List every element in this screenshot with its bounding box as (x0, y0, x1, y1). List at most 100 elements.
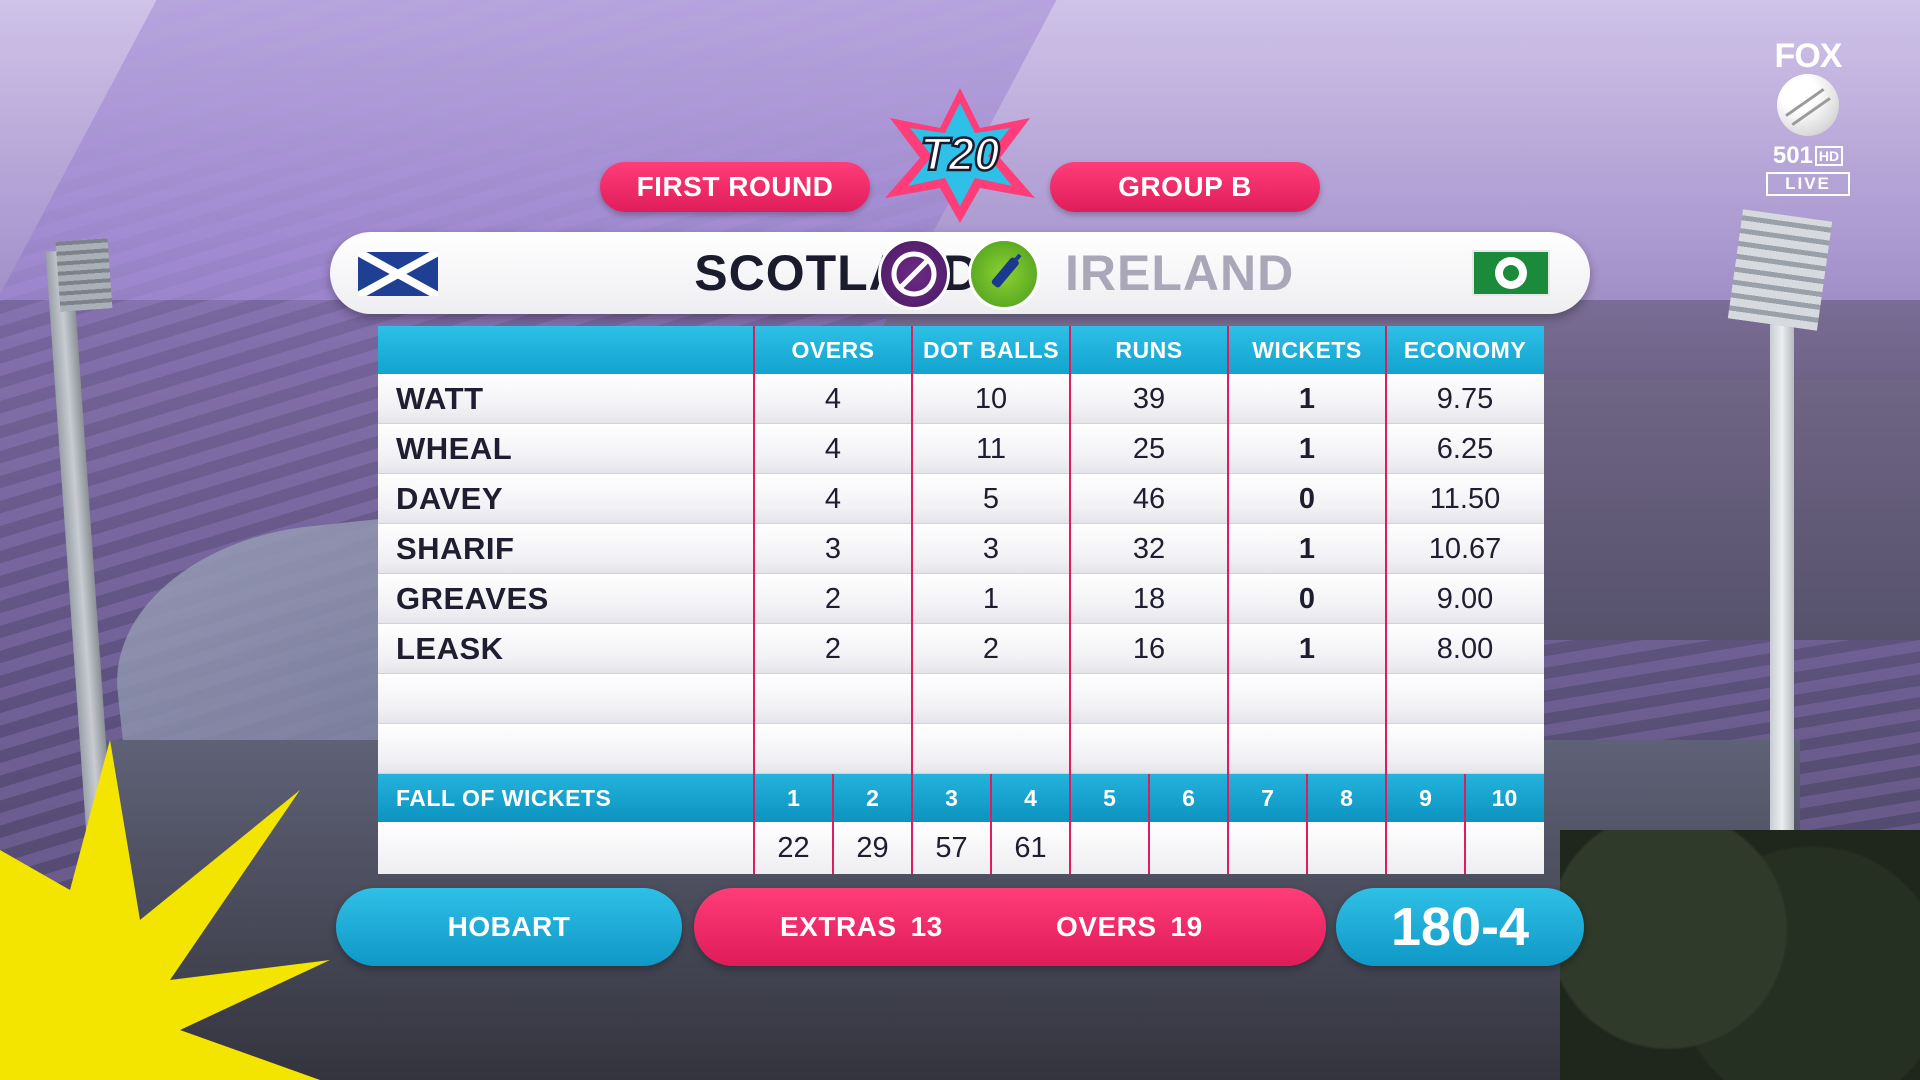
fow-divider (911, 774, 913, 874)
trees (1560, 830, 1920, 1080)
fow-score (1070, 822, 1149, 874)
bowler-name: WATT (396, 381, 484, 416)
group-pill: GROUP B (1050, 162, 1320, 212)
hd-badge: HD (1814, 146, 1844, 166)
bowler-dot-balls: 10 (974, 382, 1008, 415)
bowler-name (378, 674, 754, 724)
bowler-dot-balls: 2 (982, 632, 1000, 665)
total-score-pill: 180-4 (1336, 888, 1584, 966)
bowler-economy: 11.50 (1429, 482, 1501, 515)
bowling-scorecard: OVERS DOT BALLS RUNS WICKETS ECONOMY WAT… (378, 326, 1544, 874)
fow-divider (1464, 774, 1466, 874)
fow-score: 61 (1014, 831, 1047, 864)
fall-of-wickets-header: FALL OF WICKETS 1 2 3 4 5 6 7 8 9 10 (378, 774, 1544, 822)
bowler-economy: 9.00 (1436, 582, 1494, 615)
bowler-economy: 8.00 (1436, 632, 1494, 665)
bowler-row: SHARIF 3 3 32 1 10.67 (378, 524, 1544, 574)
bowler-wickets: 0 (1298, 482, 1316, 515)
bowler-name: SHARIF (396, 531, 515, 566)
round-pill: FIRST ROUND (600, 162, 870, 212)
fow-wicket-number: 8 (1340, 784, 1353, 811)
bowler-overs: 4 (824, 432, 842, 465)
bowler-wickets: 1 (1298, 632, 1316, 665)
fow-score (1228, 822, 1307, 874)
col-head-runs: RUNS (1115, 336, 1183, 363)
bowler-name: LEASK (396, 631, 504, 666)
scotland-flag-icon (358, 252, 438, 296)
bowler-wickets: 1 (1298, 532, 1316, 565)
fow-wicket-number: 7 (1261, 784, 1274, 811)
bowler-overs: 2 (824, 582, 842, 615)
home-team-bowling-icon (878, 238, 950, 310)
bowler-row: GREAVES 2 1 18 0 9.00 (378, 574, 1544, 624)
fow-wicket-number: 9 (1419, 784, 1432, 811)
col-head-name (378, 326, 754, 374)
yellow-burst-graphic (0, 740, 330, 1080)
scorecard-body: WATT 4 10 39 1 9.75 WHEAL 4 11 25 1 6.25… (378, 374, 1544, 774)
innings-summary-pill: EXTRAS 13 OVERS 19 (694, 888, 1326, 966)
bowler-overs: 2 (824, 632, 842, 665)
channel-number: 501 HD (1760, 142, 1856, 170)
column-divider (1227, 326, 1229, 774)
fow-divider (1069, 774, 1071, 874)
fow-wicket-number: 10 (1491, 784, 1518, 811)
col-head-wickets: WICKETS (1252, 336, 1362, 363)
cricket-ball-icon (1777, 74, 1839, 136)
cricket-ireland-emblem-icon (1495, 257, 1527, 289)
fow-wicket-number: 2 (866, 784, 879, 811)
fow-divider (1385, 774, 1387, 874)
fow-wicket-number: 5 (1103, 784, 1116, 811)
fow-wicket-number: 3 (945, 784, 958, 811)
col-head-dot-balls: DOT BALLS (922, 336, 1060, 363)
bowler-runs: 25 (1132, 432, 1166, 465)
extras-summary: EXTRAS 13 (780, 888, 943, 966)
bowler-economy: 10.67 (1428, 532, 1502, 565)
fow-score: 22 (777, 831, 810, 864)
t20-tournament-logo: T20 (885, 88, 1035, 223)
live-badge: LIVE (1766, 172, 1850, 196)
bowler-wickets: 1 (1298, 432, 1316, 465)
overs-label: OVERS (1056, 911, 1157, 942)
bowler-row: WHEAL 4 11 25 1 6.25 (378, 424, 1544, 474)
bowler-runs: 46 (1132, 482, 1166, 515)
bowler-name (378, 724, 754, 774)
fow-wicket-number: 6 (1182, 784, 1195, 811)
floodlight-head-left (55, 238, 113, 312)
extras-label: EXTRAS (780, 911, 897, 942)
t20-logo-text: T20 (920, 128, 1000, 180)
venue-pill: HOBART (336, 888, 682, 966)
overs-summary: OVERS 19 (1056, 888, 1203, 966)
bowler-row: LEASK 2 2 16 1 8.00 (378, 624, 1544, 674)
bowler-row-empty (378, 674, 1544, 724)
fow-score (1307, 822, 1386, 874)
fow-divider (1227, 774, 1229, 874)
bowler-wickets: 0 (1298, 582, 1316, 615)
teams-bar: SCOTLAND IRELAND (330, 232, 1590, 314)
bowler-row-empty (378, 724, 1544, 774)
bowler-runs: 39 (1132, 382, 1166, 415)
fow-score (1149, 822, 1228, 874)
extras-value: 13 (910, 911, 943, 942)
away-team-name: IRELAND (1065, 245, 1295, 301)
fow-divider (832, 774, 834, 874)
bowler-economy: 6.25 (1436, 432, 1494, 465)
fow-wicket-number: 1 (787, 784, 800, 811)
bowler-name: WHEAL (396, 431, 513, 466)
bowler-overs: 4 (824, 482, 842, 515)
bowler-dot-balls: 1 (982, 582, 1000, 615)
fow-score (1386, 822, 1465, 874)
floodlight-tower-right (1770, 270, 1794, 870)
col-head-overs: OVERS (791, 336, 875, 363)
fow-wicket-number: 4 (1024, 784, 1037, 811)
column-divider (1385, 326, 1387, 774)
fow-divider (753, 774, 755, 874)
bowler-row: WATT 4 10 39 1 9.75 (378, 374, 1544, 424)
fow-divider (1148, 774, 1150, 874)
bowler-runs: 16 (1132, 632, 1166, 665)
floodlight-head-right (1727, 209, 1833, 331)
bowler-dot-balls: 11 (975, 432, 1007, 465)
col-head-economy: ECONOMY (1403, 336, 1527, 363)
bowler-name: GREAVES (396, 581, 549, 616)
fow-score: 29 (856, 831, 889, 864)
bowler-runs: 32 (1132, 532, 1166, 565)
